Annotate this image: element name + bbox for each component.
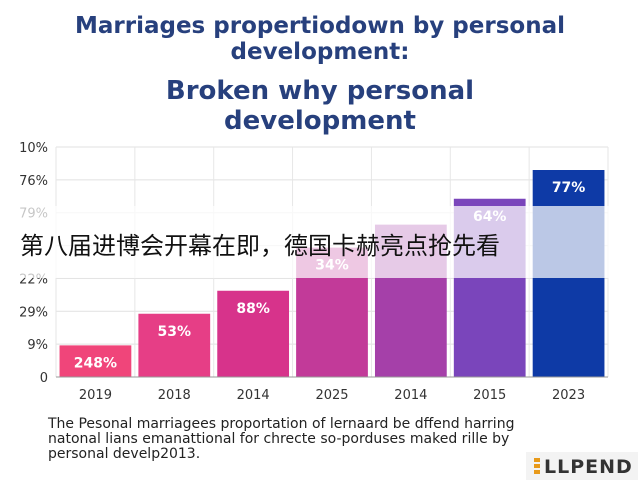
chart-caption: The Pesonal marriagees proportation of l… — [48, 417, 608, 462]
y-tick-label: 9% — [27, 338, 48, 353]
x-tick-label: 2019 — [79, 388, 112, 403]
y-tick-label: 0 — [40, 371, 48, 386]
y-tick-label: 10% — [19, 141, 48, 156]
overlay-banner — [0, 206, 640, 278]
x-tick-label: 2025 — [315, 388, 348, 403]
brand-logo: LLPEND — [526, 452, 638, 480]
x-tick-label: 2014 — [394, 388, 427, 403]
x-tick-label: 2023 — [552, 388, 585, 403]
caption-line-1: The Pesonal marriagees proportation of l… — [48, 416, 515, 432]
bar-data-label: 77% — [552, 180, 586, 196]
bar — [59, 345, 132, 377]
caption-line-3: personal develp2013. — [48, 446, 201, 462]
bar-data-label: 88% — [236, 301, 270, 317]
y-tick-label: 76% — [19, 174, 48, 189]
logo-text: LLPEND — [544, 456, 633, 478]
x-tick-label: 2015 — [473, 388, 506, 403]
x-tick-label: 2014 — [237, 388, 270, 403]
bar-data-label: 248% — [74, 355, 117, 371]
chart-subtitle-line-1: Broken why personal — [165, 76, 475, 106]
chart-title-line-2: development: — [230, 39, 410, 65]
x-tick-label: 2018 — [158, 388, 191, 403]
overlay-headline: 第八届进博会开幕在即，德国卡赫亮点抢先看 — [20, 232, 500, 260]
logo-mark-icon — [534, 458, 540, 474]
chart-title-line-1: Marriages propertiodown by personal — [75, 13, 565, 39]
bar — [138, 313, 211, 377]
y-tick-label: 29% — [19, 305, 48, 320]
bar-data-label: 53% — [158, 324, 192, 340]
chart-subtitle-line-2: development — [224, 106, 416, 136]
bar — [217, 290, 290, 377]
caption-line-2: natonal lians emanattional for chrecte s… — [48, 431, 510, 447]
